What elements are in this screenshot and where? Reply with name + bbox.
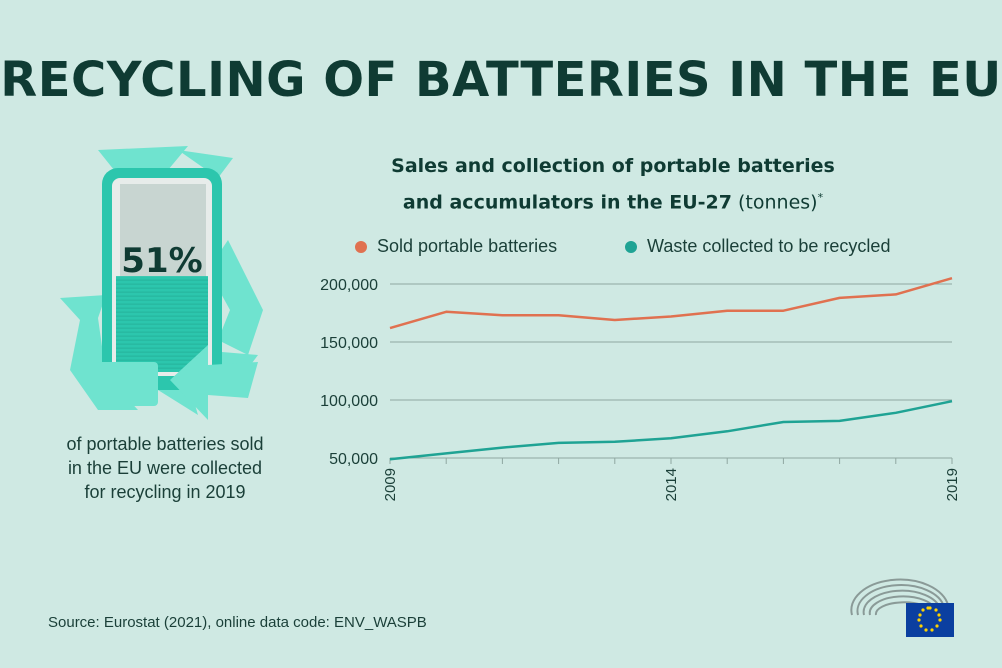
y-tick-label: 200,000 <box>320 277 378 294</box>
percentage-label: 51% <box>121 241 202 281</box>
series-line <box>389 276 953 330</box>
european-parliament-logo <box>850 578 954 637</box>
y-tick-label: 150,000 <box>320 335 378 352</box>
x-tick-label: 2014 <box>663 468 680 501</box>
legend-label: Waste collected to be recycled <box>647 236 891 256</box>
page-title: RECYCLING OF BATTERIES IN THE EU <box>0 52 1002 108</box>
legend-dot-icon <box>355 240 367 253</box>
legend-label: Sold portable batteries <box>377 236 558 256</box>
source-note: Source: Eurostat (2021), online data cod… <box>48 614 427 631</box>
chart-title: Sales and collection of portable batteri… <box>300 150 926 218</box>
legend-item-sold: Sold portable batteries <box>355 236 557 257</box>
x-tick-label: 2019 <box>944 468 961 501</box>
chart-title-footnote-marker: * <box>817 191 824 204</box>
chart-legend: Sold portable batteries Waste collected … <box>355 236 955 260</box>
chart-title-line1: Sales and collection of portable batteri… <box>391 155 835 177</box>
legend-item-collected: Waste collected to be recycled <box>625 236 890 257</box>
y-tick-label: 50,000 <box>329 451 378 468</box>
chart-title-unit: (tonnes) <box>731 191 818 214</box>
battery-caption: of portable batteries sold in the EU wer… <box>34 432 296 504</box>
chart-title-line2: and accumulators in the EU-27 <box>402 191 732 214</box>
x-tick-label: 2009 <box>382 468 399 501</box>
legend-dot-icon <box>625 240 637 253</box>
battery-illustration: 51% <box>58 140 278 430</box>
caption-line: in the EU were collected <box>67 458 263 478</box>
caption-line: of portable batteries sold <box>66 434 264 454</box>
caption-line: for recycling in 2019 <box>84 482 246 502</box>
series-line <box>389 399 953 461</box>
y-tick-label: 100,000 <box>320 393 378 410</box>
